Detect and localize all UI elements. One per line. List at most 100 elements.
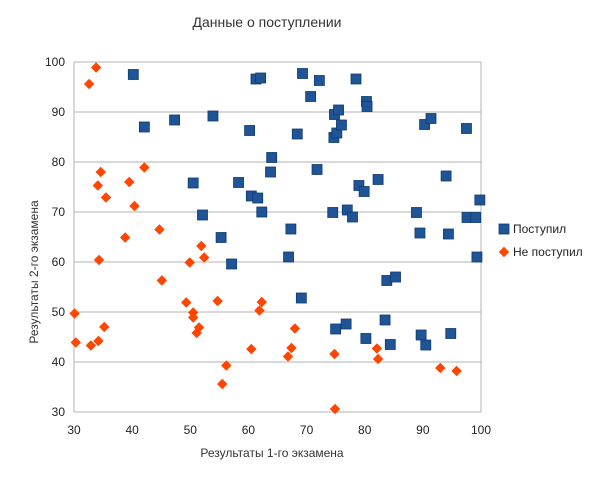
admitted-point [127,69,139,80]
admitted-point [169,114,180,126]
not-admitted-point [93,335,104,347]
x-tick-labels: 30 40 50 60 70 80 90 100 [67,423,491,437]
chart-title: Данные о поступлении [193,14,342,30]
admitted-point [138,121,150,133]
x-tick-label: 50 [184,423,198,437]
x-tick-label: 90 [416,423,430,437]
not-admitted-point [199,252,210,263]
not-admitted-point [196,240,207,252]
admitted-point [252,192,264,204]
admitted-point [358,186,370,197]
legend-diamond-icon [498,246,510,258]
not-admitted-point [246,343,257,355]
not-admitted-point [289,323,301,334]
admitted-point [390,271,401,283]
admitted-point [414,227,426,239]
not-admitted-point [282,351,294,362]
admitted-point [336,119,347,131]
not-admitted-point [181,297,192,308]
not-admitted-point [212,295,223,307]
y-axis-title: Результаты 2-го экзамена [27,200,41,344]
admitted-point [419,119,431,130]
admitted-point [226,258,237,270]
admitted-point [256,206,268,218]
not-admitted-point [435,362,446,374]
admitted-point [440,170,452,182]
admitted-point [283,251,294,263]
y-tick-label: 80 [52,155,66,169]
admitted-point [333,104,344,116]
not-admitted-point [70,337,81,348]
not-admitted-point [99,321,110,333]
admitted-point [197,209,208,221]
not-admitted-point [329,403,341,415]
not-admitted-point [100,192,112,203]
admitted-point [295,292,307,304]
admitted-point [420,339,432,351]
admitted-point [187,177,199,189]
x-axis-title: Результаты 1-го экзамена [200,446,344,460]
y-tick-label: 60 [52,255,66,269]
legend-label: Не поступил [513,245,583,259]
not-admitted-point [184,257,195,268]
x-tick-label: 80 [358,423,372,437]
admitted-point [443,228,454,240]
admitted-point [379,314,391,326]
y-tick-label: 30 [52,405,66,419]
admitted-point [361,101,373,112]
admitted-point [461,123,472,134]
not-admitted-point [124,176,135,188]
admitted-point [445,328,457,339]
admitted-point [255,72,267,84]
admitted-point [360,333,372,344]
not-admitted-point [191,327,202,339]
not-admitted-point [119,232,131,243]
not-admitted-point [371,343,383,354]
x-tick-label: 100 [471,423,491,437]
x-tick-label: 30 [67,423,81,437]
plot-frame [73,62,482,413]
admitted-point [425,113,437,124]
not-admitted-point [90,62,102,73]
y-tick-label: 40 [52,355,66,369]
admitted-point [347,211,358,223]
not-admitted-point [187,312,199,323]
admitted-point [291,128,303,140]
not-admitted-point [129,200,140,212]
x-tick-label: 70 [300,423,314,437]
y-tick-label: 70 [52,205,66,219]
not-admitted-point [92,180,104,191]
y-tick-label: 50 [52,305,66,319]
not-admitted-point [85,340,97,351]
admitted-point [265,166,276,178]
not-admitted-point [83,78,95,90]
admitted-point [470,212,482,223]
admitted-point [313,75,325,86]
legend: Поступил Не поступил [498,222,583,259]
not-admitted-point [286,342,297,354]
admitted-point [340,318,352,330]
admitted-point [327,207,339,218]
admitted-point [372,174,384,185]
not-admitted-point [329,348,340,360]
y-tick-label: 90 [52,105,66,119]
data-points [69,62,486,415]
y-tick-labels: 30 40 50 60 70 80 90 100 [45,55,65,419]
x-tick-label: 60 [242,423,256,437]
not-admitted-point [217,378,228,390]
admitted-point [207,110,219,122]
not-admitted-point [93,254,105,266]
admitted-point [350,73,362,85]
admitted-point [411,207,422,218]
gridlines [74,61,481,363]
admitted-point [305,91,317,102]
admitted-point [311,164,323,175]
admitted-point [285,223,297,235]
admitted-point [471,251,483,263]
admitted-point [474,194,486,206]
not-admitted-point [221,360,232,371]
not-admitted-point [451,365,462,377]
not-admitted-point [95,166,106,178]
legend-label: Поступил [513,222,566,236]
